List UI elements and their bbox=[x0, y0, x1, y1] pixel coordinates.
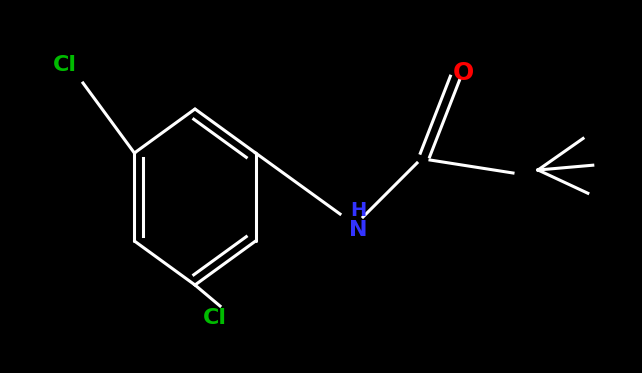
Text: H: H bbox=[350, 201, 366, 219]
Text: O: O bbox=[453, 61, 474, 85]
Text: Cl: Cl bbox=[53, 55, 77, 75]
Text: N: N bbox=[349, 220, 367, 240]
Text: Cl: Cl bbox=[203, 308, 227, 328]
